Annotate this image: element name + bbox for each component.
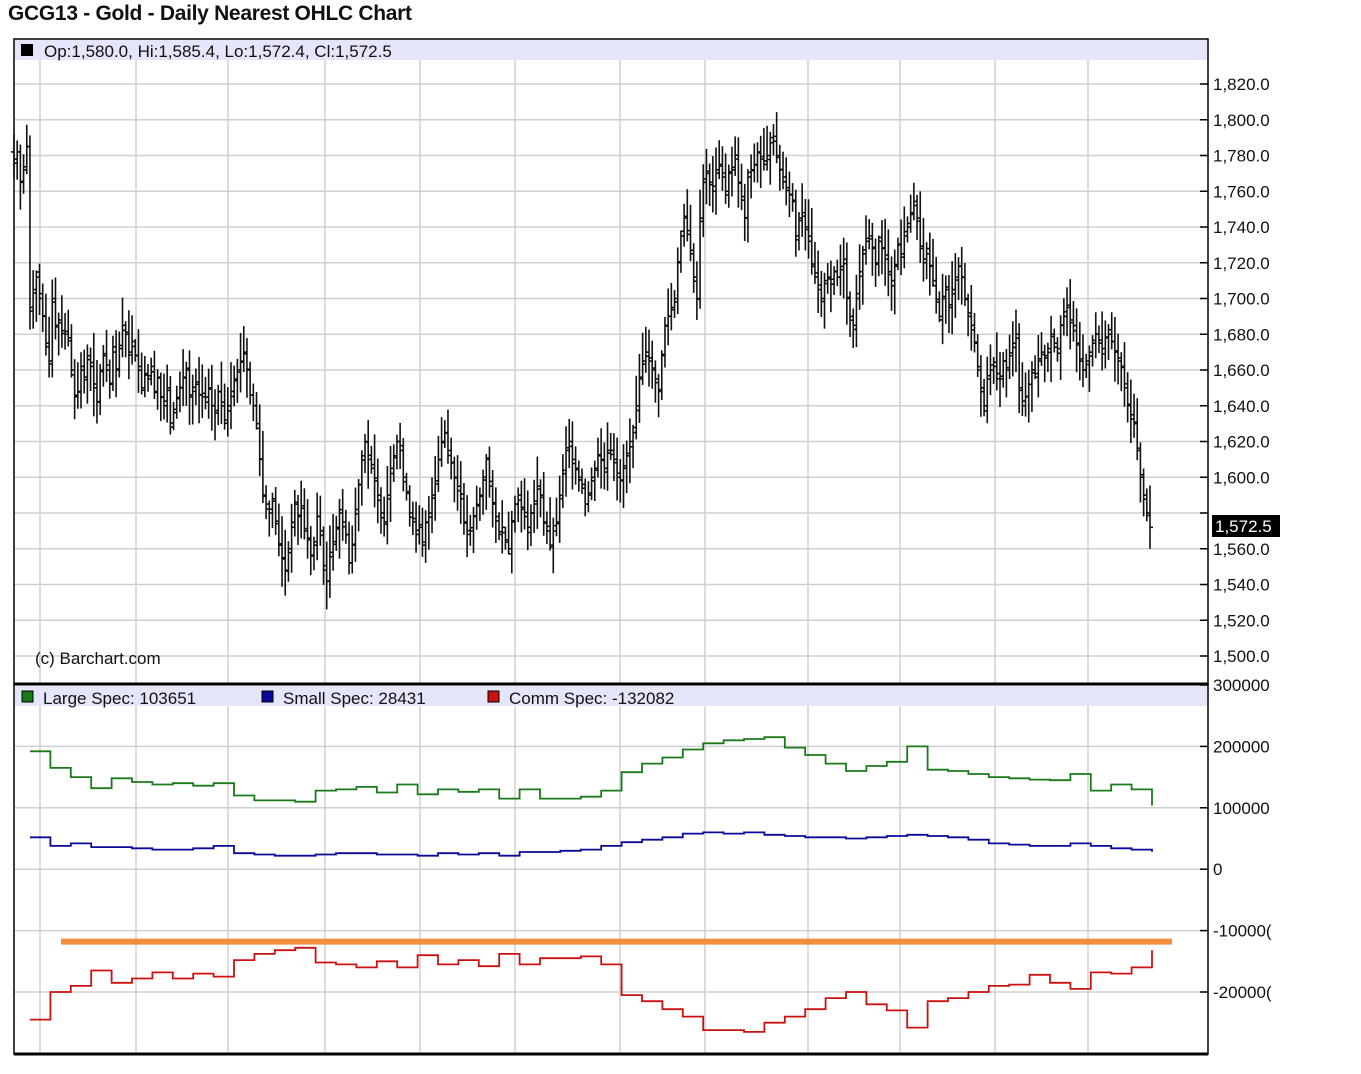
cot-series-comm-spec	[30, 946, 1153, 1033]
price-header-band	[15, 40, 1207, 60]
price-tick-label-1: 1,520.0	[1213, 611, 1270, 630]
price-tick-label-13: 1,760.0	[1213, 182, 1270, 201]
cot-series-large-spec	[30, 736, 1153, 806]
last-price-label: 1,572.5	[1215, 517, 1272, 536]
ohlc-bar	[1147, 485, 1153, 549]
cot-tick-label-5: -20000(	[1213, 983, 1272, 1002]
cot-grid	[15, 706, 1207, 1053]
price-tick-label-11: 1,720.0	[1213, 254, 1270, 273]
cot-lines	[30, 736, 1153, 1033]
price-tick-label-5: 1,600.0	[1213, 468, 1270, 487]
watermark: (c) Barchart.com	[35, 649, 161, 668]
cot-legend-swatch-0	[21, 690, 34, 703]
price-legend-swatch	[21, 44, 33, 56]
cot-legend-swatch-1	[261, 690, 274, 703]
cot-legend-swatch-2	[487, 690, 500, 703]
price-tick-label-3: 1,560.0	[1213, 540, 1270, 559]
price-tick-label-8: 1,660.0	[1213, 361, 1270, 380]
cot-y-axis: 300000 200000 100000 0 -10000( -20000(	[1200, 676, 1272, 1002]
price-tick-label-16: 1,820.0	[1213, 75, 1270, 94]
price-grid	[15, 60, 1207, 683]
chart-title: GCG13 - Gold - Daily Nearest OHLC Chart	[8, 2, 412, 25]
price-bars	[11, 112, 1153, 610]
price-tick-label-10: 1,700.0	[1213, 290, 1270, 309]
price-tick-label-6: 1,620.0	[1213, 433, 1270, 452]
cot-tick-label-0: 300000	[1213, 676, 1270, 695]
price-y-axis: 1,500.0 1,520.0 1,540.0 1,560.0 1,600.0 1,620…	[1200, 75, 1270, 666]
cot-header-band	[15, 686, 1207, 706]
price-tick-label-9: 1,680.0	[1213, 325, 1270, 344]
price-tick-label-12: 1,740.0	[1213, 218, 1270, 237]
cot-tick-label-2: 100000	[1213, 799, 1270, 818]
price-panel-frame	[13, 38, 1209, 685]
price-tick-label-7: 1,640.0	[1213, 397, 1270, 416]
price-tick-label-2: 1,540.0	[1213, 576, 1270, 595]
price-tick-label-14: 1,780.0	[1213, 147, 1270, 166]
cot-series-small-spec	[30, 831, 1153, 857]
last-price-box	[1212, 515, 1280, 537]
cot-legend-label-0: Large Spec: 103651	[43, 689, 196, 708]
cot-legend: Large Spec: 103651 Small Spec: 28431 Comm …	[21, 689, 674, 708]
price-info-line: Op:1,580.0, Hi:1,585.4, Lo:1,572.4, Cl:1…	[44, 42, 392, 61]
cot-tick-label-1: 200000	[1213, 737, 1270, 756]
cot-tick-label-3: 0	[1213, 860, 1222, 879]
price-tick-label-15: 1,800.0	[1213, 111, 1270, 130]
cot-legend-label-2: Comm Spec: -132082	[509, 689, 674, 708]
cot-legend-label-1: Small Spec: 28431	[283, 689, 426, 708]
price-tick-label-0: 1,500.0	[1213, 647, 1270, 666]
cot-tick-label-4: -10000(	[1213, 922, 1272, 941]
